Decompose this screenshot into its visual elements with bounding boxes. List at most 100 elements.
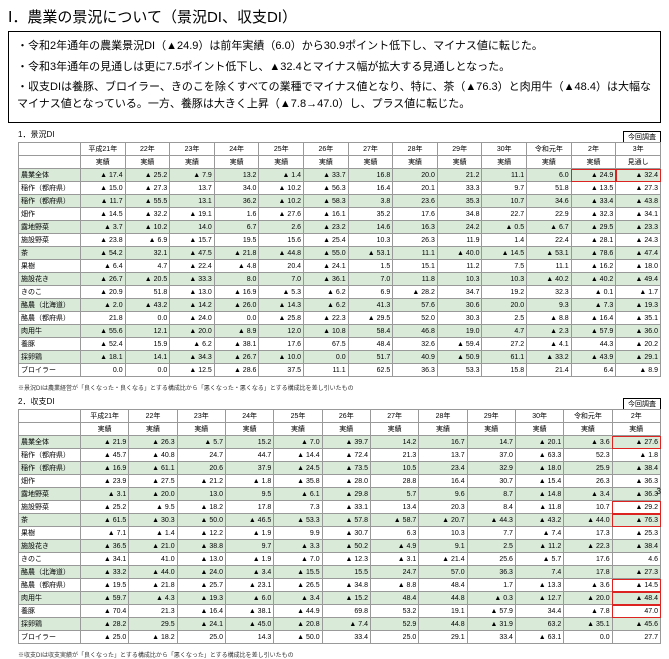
cell: ▲ 20.1 <box>515 436 563 449</box>
cell: ▲ 3.3 <box>274 540 322 553</box>
cell: ▲ 20.0 <box>129 488 177 501</box>
cell: ▲ 16.9 <box>214 286 259 299</box>
cell: 9.6 <box>419 488 467 501</box>
cell: 20.0 <box>482 299 527 312</box>
bullet: ・収支DIは養豚、ブロイラー、きのこを除くすべての業種でマイナス値となり、特に、… <box>17 79 652 112</box>
cell: ▲ 19.5 <box>81 579 129 592</box>
cell: ▲ 26.7 <box>214 351 259 364</box>
cell: ▲ 44.0 <box>129 566 177 579</box>
cell: ▲ 28.0 <box>322 475 370 488</box>
row-head: ブロイラー <box>19 631 81 644</box>
col-sub: 実績 <box>437 156 482 169</box>
table2-wrap: 今回調査 平成21年22年23年24年25年26年27年28年29年30年令和元… <box>18 409 661 644</box>
cell: ▲ 47.4 <box>616 247 661 260</box>
cell: 0.0 <box>125 312 170 325</box>
cell: 7.7 <box>467 527 515 540</box>
col-year: 22年 <box>125 143 170 156</box>
cell: 35.2 <box>348 208 393 221</box>
row-head: 施設野菜 <box>19 501 81 514</box>
cell: ▲ 24.9 <box>571 169 616 182</box>
cell: 27.2 <box>482 338 527 351</box>
cell: ▲ 55.6 <box>81 325 126 338</box>
cell: ▲ 24.0 <box>177 566 225 579</box>
cell: ▲ 13.0 <box>170 286 215 299</box>
table2-footnote: ※収支DIは収支実績が「良くなった」とする構成比から「悪くなった」とする構成比を… <box>18 650 669 659</box>
cell: ▲ 22.4 <box>170 260 215 273</box>
cell: ▲ 6.4 <box>81 260 126 273</box>
cell: 8.0 <box>214 273 259 286</box>
cell: ▲ 50.0 <box>177 514 225 527</box>
cell: 67.5 <box>304 338 349 351</box>
cell: ▲ 4.9 <box>370 540 418 553</box>
cell: ▲ 12.3 <box>322 553 370 566</box>
col-year: 24年 <box>214 143 259 156</box>
cell: ▲ 57.9 <box>571 325 616 338</box>
cell: ▲ 54.2 <box>81 247 126 260</box>
survey-label-2: 今回調査 <box>623 398 661 409</box>
cell: ▲ 73.5 <box>322 462 370 475</box>
cell: ▲ 32.2 <box>125 208 170 221</box>
col-year: 23年 <box>177 410 225 423</box>
cell: ▲ 20.5 <box>125 273 170 286</box>
cell: ▲ 44.3 <box>467 514 515 527</box>
row-head: 茶 <box>19 247 81 260</box>
col-year: 27年 <box>348 143 393 156</box>
cell: 21.4 <box>527 364 572 377</box>
cell: ▲ 39.7 <box>322 436 370 449</box>
cell: ▲ 14.5 <box>482 247 527 260</box>
cell: ▲ 76.3 <box>612 514 660 527</box>
cell: 21.2 <box>437 169 482 182</box>
cell: ▲ 34.3 <box>170 351 215 364</box>
cell: ▲ 10.2 <box>259 195 304 208</box>
cell: ▲ 44.0 <box>564 514 612 527</box>
cell: 8.4 <box>467 501 515 514</box>
col-sub: 実績 <box>274 423 322 436</box>
row-head: 酪農（北海道） <box>19 566 81 579</box>
cell: ▲ 17.4 <box>81 169 126 182</box>
col-year: 2年 <box>612 410 660 423</box>
cell: ▲ 44.8 <box>259 247 304 260</box>
summary-box: ・令和2年通年の農業景況DI（▲24.9）は前年実績（6.0）から30.9ポイン… <box>8 31 661 123</box>
cell: ▲ 28.2 <box>393 286 438 299</box>
cell: ▲ 5.7 <box>515 553 563 566</box>
col-year <box>19 410 81 423</box>
cell: ▲ 7.0 <box>274 553 322 566</box>
row-head: 施設野菜 <box>19 234 81 247</box>
cell: ▲ 25.7 <box>177 579 225 592</box>
cell: ▲ 30.3 <box>129 514 177 527</box>
cell: ▲ 38.4 <box>612 462 660 475</box>
cell: 32.3 <box>527 286 572 299</box>
cell: ▲ 23.1 <box>225 579 273 592</box>
cell: 16.4 <box>348 182 393 195</box>
cell: ▲ 16.9 <box>81 462 129 475</box>
cell: 53.3 <box>437 364 482 377</box>
cell: 0.0 <box>564 631 612 644</box>
cell: 1.5 <box>348 260 393 273</box>
cell: 21.3 <box>129 605 177 618</box>
cell: 21.3 <box>370 449 418 462</box>
cell: ▲ 29.5 <box>348 312 393 325</box>
cell: ▲ 18.2 <box>177 501 225 514</box>
col-year: 3年 <box>616 143 661 156</box>
col-year: 30年 <box>515 410 563 423</box>
cell: 44.7 <box>225 449 273 462</box>
col-sub: 実績 <box>81 423 129 436</box>
cell: ▲ 3.4 <box>225 566 273 579</box>
cell: ▲ 3.4 <box>564 488 612 501</box>
cell: ▲ 21.0 <box>129 540 177 553</box>
cell: ▲ 6.7 <box>527 221 572 234</box>
cell: ▲ 6.2 <box>304 286 349 299</box>
cell: ▲ 7.3 <box>571 299 616 312</box>
cell: 11.9 <box>437 234 482 247</box>
cell: ▲ 23.2 <box>304 221 349 234</box>
cell: ▲ 7.1 <box>81 527 129 540</box>
cell: 17.6 <box>259 338 304 351</box>
cell: ▲ 1.4 <box>259 169 304 182</box>
row-head: 肉用牛 <box>19 325 81 338</box>
col-sub: 実績 <box>515 423 563 436</box>
cell: 0.0 <box>304 351 349 364</box>
cell: ▲ 26.0 <box>214 299 259 312</box>
row-head: 露地野菜 <box>19 488 81 501</box>
cell: 0.0 <box>125 364 170 377</box>
col-year: 30年 <box>482 143 527 156</box>
